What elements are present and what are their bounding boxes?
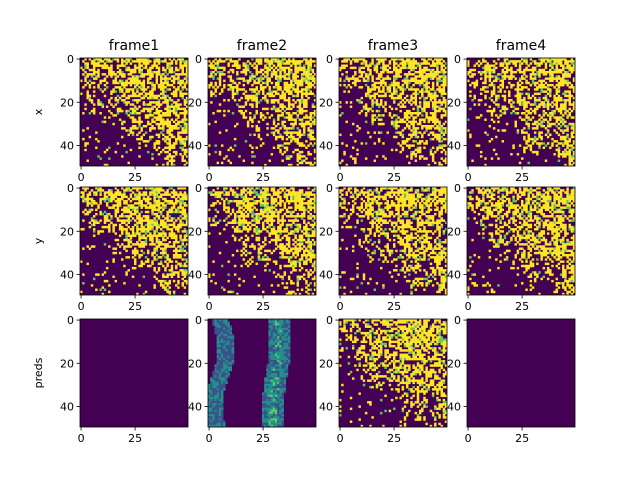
- xtick-label: 25: [128, 432, 142, 445]
- ytick-label: 20: [447, 96, 461, 109]
- ytick-label: 20: [60, 357, 74, 370]
- panel-y-frame2: 0 20 40 0 25: [188, 182, 317, 313]
- xtick-label: 25: [128, 171, 142, 184]
- xtick-label: 0: [465, 300, 472, 313]
- xtick-label: 0: [78, 432, 85, 445]
- xtick-label: 25: [256, 300, 270, 313]
- xtick-label: 25: [387, 171, 401, 184]
- row-label-y: y: [32, 237, 45, 244]
- ytick-label: 0: [67, 53, 74, 66]
- xtick-label: 25: [256, 171, 270, 184]
- column-title-frame3: frame3: [368, 38, 418, 54]
- column-title-frame4: frame4: [496, 38, 547, 54]
- row-label-x: x: [32, 108, 45, 115]
- xtick-label: 0: [465, 171, 472, 184]
- panel-x-frame3: 0 20 40 0 25: [319, 53, 448, 184]
- panel-y-frame4: 0 20 40 0 25: [447, 182, 576, 313]
- ytick-label: 0: [326, 314, 333, 327]
- panel-preds-frame4: 0 20 40 0 25: [447, 314, 576, 445]
- ytick-label: 40: [188, 268, 202, 281]
- xtick-label: 25: [387, 300, 401, 313]
- ytick-label: 20: [319, 96, 333, 109]
- ytick-label: 40: [60, 139, 74, 152]
- xtick-label: 25: [515, 171, 529, 184]
- xtick-label: 0: [206, 300, 213, 313]
- xtick-label: 0: [206, 171, 213, 184]
- panel-x-frame1: 0 20 40 0 25: [60, 53, 189, 184]
- ytick-label: 20: [447, 357, 461, 370]
- ytick-label: 40: [447, 139, 461, 152]
- ytick-label: 0: [326, 182, 333, 195]
- ytick-label: 20: [319, 357, 333, 370]
- ytick-label: 0: [454, 314, 461, 327]
- xtick-label: 0: [337, 432, 344, 445]
- panel-preds-frame1: 0 20 40 0 25: [60, 314, 189, 445]
- xtick-label: 25: [128, 300, 142, 313]
- xtick-label: 0: [78, 171, 85, 184]
- ytick-label: 0: [454, 53, 461, 66]
- ytick-label: 0: [195, 314, 202, 327]
- ytick-label: 40: [188, 139, 202, 152]
- xtick-label: 25: [515, 300, 529, 313]
- xtick-label: 0: [78, 300, 85, 313]
- ytick-label: 0: [195, 182, 202, 195]
- xtick-label: 0: [337, 171, 344, 184]
- ytick-label: 0: [326, 53, 333, 66]
- ytick-label: 40: [60, 400, 74, 413]
- panel-preds-frame2: 0 20 40 0 25: [188, 314, 317, 445]
- ytick-label: 20: [447, 225, 461, 238]
- ytick-label: 20: [319, 225, 333, 238]
- ytick-label: 20: [60, 96, 74, 109]
- ytick-label: 40: [447, 400, 461, 413]
- ytick-label: 40: [447, 268, 461, 281]
- panel-y-frame1: 0 20 40 0 25: [60, 182, 189, 313]
- ytick-label: 40: [319, 400, 333, 413]
- ytick-label: 0: [67, 182, 74, 195]
- row-label-preds: preds: [32, 357, 45, 388]
- ytick-label: 0: [454, 182, 461, 195]
- column-title-frame1: frame1: [109, 38, 159, 54]
- xtick-label: 0: [206, 432, 213, 445]
- panel-x-frame4: 0 20 40 0 25: [447, 53, 576, 184]
- ytick-label: 40: [188, 400, 202, 413]
- xtick-label: 25: [387, 432, 401, 445]
- ytick-label: 20: [60, 225, 74, 238]
- ytick-label: 40: [60, 268, 74, 281]
- ytick-label: 40: [319, 139, 333, 152]
- column-title-frame2: frame2: [237, 38, 287, 54]
- panel-preds-frame3: 0 20 40 0 25: [319, 314, 448, 445]
- panel-y-frame3: 0 20 40 0 25: [319, 182, 448, 313]
- ytick-label: 0: [195, 53, 202, 66]
- xtick-label: 25: [256, 432, 270, 445]
- ytick-label: 20: [188, 225, 202, 238]
- ytick-label: 20: [188, 96, 202, 109]
- xtick-label: 0: [465, 432, 472, 445]
- ytick-label: 40: [319, 268, 333, 281]
- ytick-label: 0: [67, 314, 74, 327]
- ytick-label: 20: [188, 357, 202, 370]
- xtick-label: 25: [515, 432, 529, 445]
- panel-x-frame2: 0 20 40 0 25: [188, 53, 317, 184]
- xtick-label: 0: [337, 300, 344, 313]
